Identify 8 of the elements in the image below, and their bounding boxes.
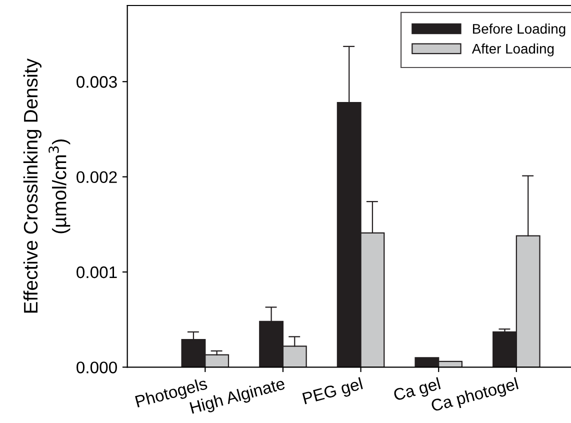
y-tick-label: 0.000 (76, 362, 117, 374)
x-tick-label: PEG gel (302, 377, 364, 408)
legend-label: Before Loading (473, 24, 566, 36)
y-tick-label: 0.003 (76, 76, 117, 88)
y-tick-label: 0.002 (76, 171, 117, 184)
y-axis-title: Effective Crosslinking Density (µmol/cm$^{3}$) (23, 58, 70, 313)
y-tick-label: 0.001 (76, 266, 117, 278)
legend-label: After Loading (472, 43, 554, 56)
